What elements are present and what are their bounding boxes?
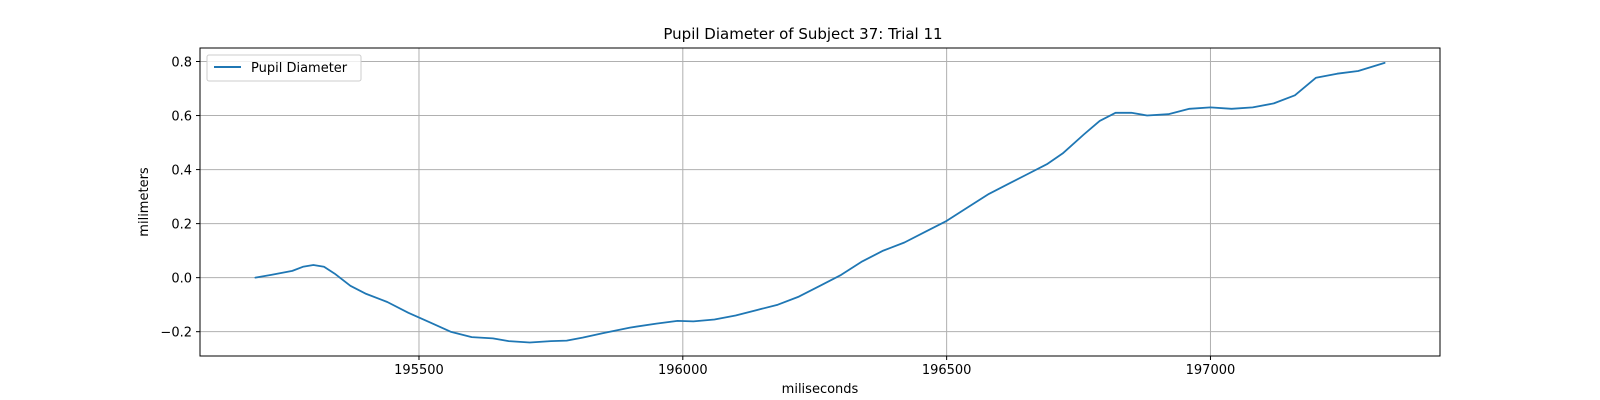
x-tick-label: 197000 <box>1186 363 1236 378</box>
x-tick-label: 195500 <box>394 363 444 378</box>
y-tick-label: 0.6 <box>171 110 192 125</box>
x-axis: 195500 196000 196500 197000 <box>394 356 1235 378</box>
y-tick-label: 0.4 <box>171 164 192 179</box>
legend-label: Pupil Diameter <box>251 61 348 76</box>
x-tick-label: 196000 <box>658 363 708 378</box>
plot-frame <box>199 47 1441 357</box>
series-layer <box>254 62 1386 344</box>
series-line-pupil-diameter <box>254 62 1386 344</box>
y-tick-label: 0.0 <box>171 272 192 287</box>
x-tick-label: 196500 <box>922 363 972 378</box>
x-axis-label: miliseconds <box>782 382 859 397</box>
chart-title: Pupil Diameter of Subject 37: Trial 11 <box>663 25 942 43</box>
grid <box>200 48 1440 356</box>
y-axis-label: milimeters <box>137 167 152 237</box>
y-tick-label: 0.8 <box>171 56 192 71</box>
y-axis: −0.2 0.0 0.2 0.4 0.6 0.8 <box>160 56 200 341</box>
y-tick-label: 0.2 <box>171 218 192 233</box>
y-tick-label: −0.2 <box>160 326 192 341</box>
legend-box <box>206 54 362 82</box>
legend: Pupil Diameter <box>206 54 362 82</box>
